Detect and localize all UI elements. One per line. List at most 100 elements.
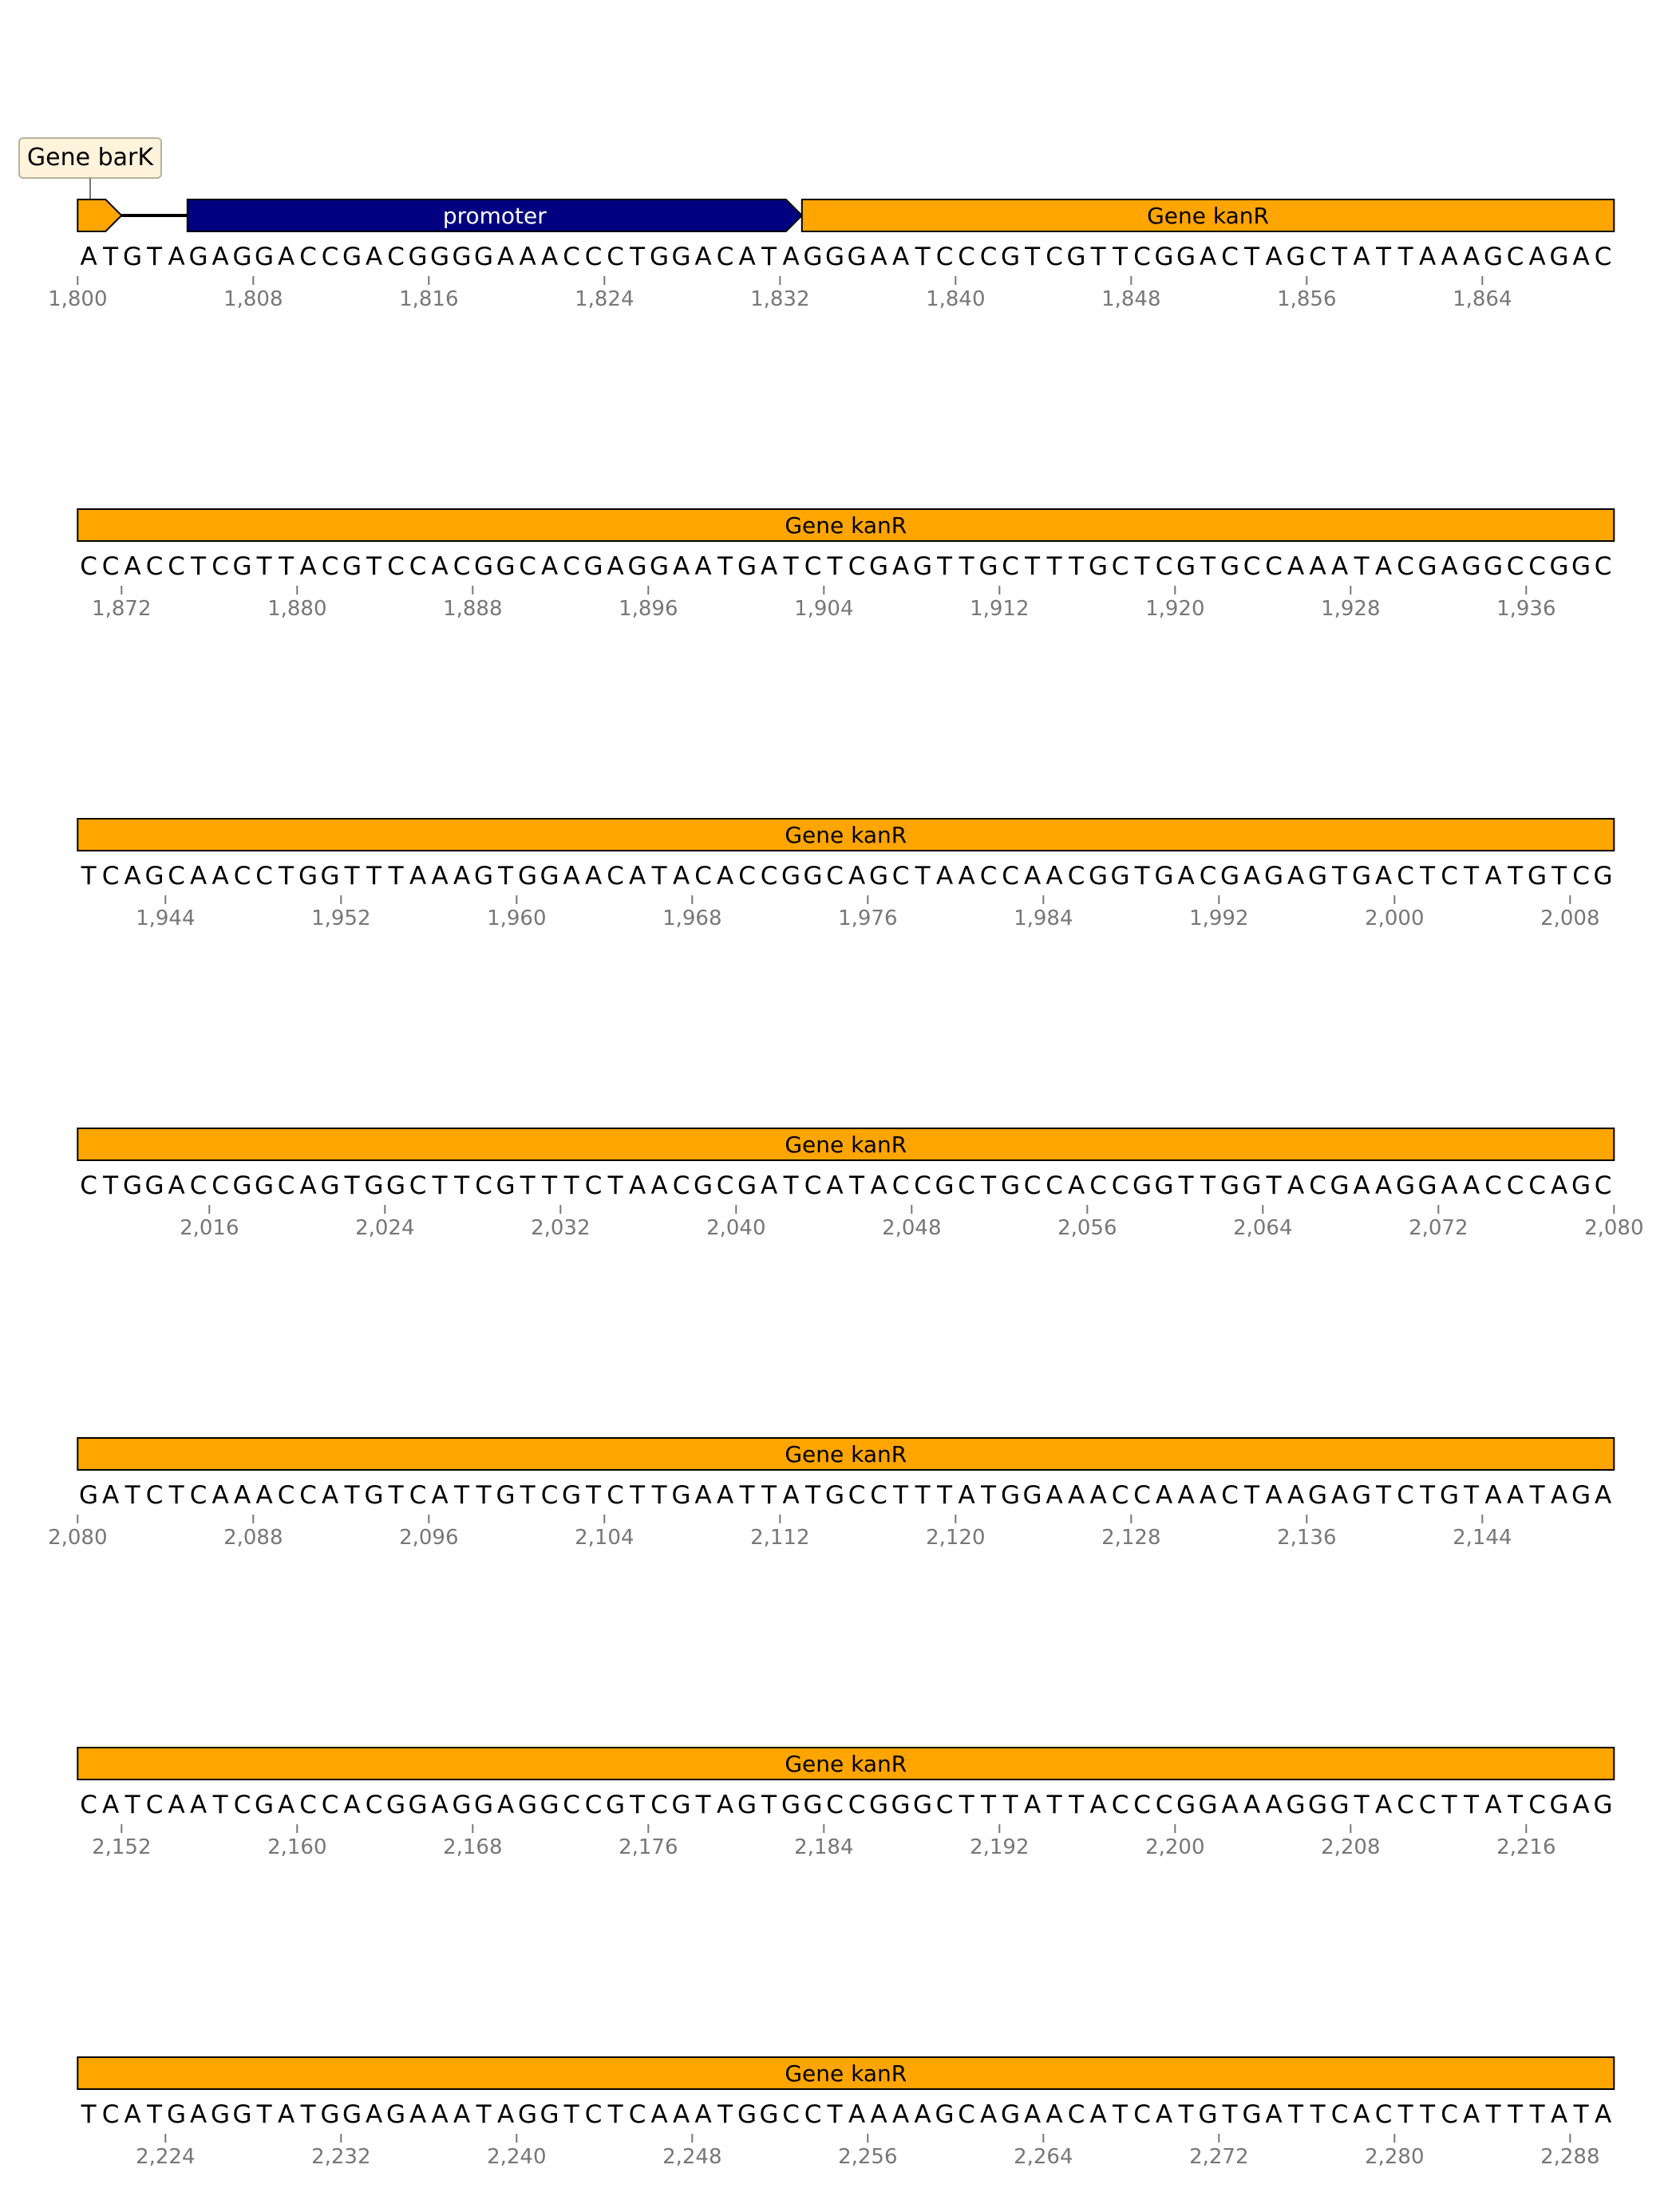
base: A [102,1481,119,1510]
base: C [278,1481,295,1510]
base: A [1441,1171,1457,1200]
base: C [519,552,536,581]
sequence-text: TCATGAGGTATGGAGAAATAGGTCTCAAATGGCCTAAAAG… [81,2100,1612,2129]
base: T [980,1171,997,1200]
base: A [234,1481,251,1510]
sequence-row: Gene kanRG A T C T C A A A C C A T G T C A T T G T C G T C T T G A A T… [48,1438,1614,1550]
base: C [387,552,405,581]
gene-bark-callout[interactable]: Gene barK [19,138,161,205]
base: G [869,862,888,891]
base: C [1221,1481,1239,1510]
base: T [190,552,207,581]
base: A [1089,1791,1106,1819]
tick-label: 2,000 [1365,907,1424,930]
base: A [299,552,316,581]
base: A [673,2100,690,2129]
tick-label: 2,040 [706,1216,765,1240]
base: T [980,1791,997,1819]
base: A [1463,1171,1480,1200]
base: G [386,1171,405,1200]
base: T [432,1171,449,1200]
base: C [255,862,273,891]
base: C [585,1791,603,1819]
base: C [1112,1481,1129,1510]
base: A [1156,2100,1172,2129]
base: G [1571,1481,1591,1510]
base: C [563,1791,580,1819]
tick-label: 1,800 [48,287,107,311]
base: G [737,1791,757,1819]
base: A [124,552,140,581]
base: T [695,1791,712,1819]
base: G [474,243,493,271]
base: T [717,2100,733,2129]
base: G [189,243,208,271]
base: C [563,552,580,581]
feature-label: Gene kanR [785,512,907,539]
base: T [520,1171,536,1200]
base: T [1310,2100,1326,2129]
base: A [1353,2100,1370,2129]
tick-label: 2,120 [926,1526,985,1550]
base: A [1551,1481,1567,1510]
base: G [1418,552,1437,581]
gene-feature[interactable] [77,199,121,231]
base: A [1265,243,1282,271]
base: A [519,243,536,271]
base: T [761,243,777,271]
base: T [717,552,733,581]
feature-label: Gene kanR [785,2060,907,2087]
base: A [1353,243,1370,271]
base: A [124,862,140,891]
base: T [629,1791,646,1819]
tick-label: 2,208 [1321,1835,1380,1859]
base: G [79,1481,98,1510]
base: A [168,243,184,271]
base: T [278,862,294,891]
base: C [168,552,185,581]
base: C [1112,1171,1129,1200]
base: G [1001,243,1020,271]
base: G [979,552,998,581]
base: C [409,1171,427,1200]
base: G [1155,243,1174,271]
base: T [1243,1481,1260,1510]
tick-label: 2,056 [1057,1216,1117,1240]
base: A [914,2100,931,2129]
base: A [1484,1791,1501,1819]
base: T [81,862,97,891]
base: A [1200,1481,1216,1510]
base: T [476,1481,492,1510]
base: G [453,243,472,271]
base: A [563,862,579,891]
base: A [190,2100,207,2129]
tick-label: 2,088 [223,1526,283,1550]
tick-label: 1,864 [1453,287,1512,311]
base: T [936,552,953,581]
feature-label: Gene kanR [1147,203,1269,229]
base: T [915,1481,931,1510]
base: T [1331,862,1348,891]
base: C [1156,1791,1173,1819]
base: C [980,862,998,891]
base: C [1200,862,1217,891]
base: G [1571,552,1591,581]
base: T [783,1171,800,1200]
tick-label: 2,080 [48,1526,107,1550]
tick-label: 2,024 [355,1216,414,1240]
tick-label: 1,992 [1189,907,1248,930]
base: A [1353,1171,1370,1200]
base: G [1308,1791,1327,1819]
tick-label: 1,872 [92,597,151,621]
base: G [167,2100,186,2129]
base: A [1551,2100,1567,2129]
base: T [1178,1171,1195,1200]
base: G [298,862,318,891]
base: C [694,862,712,891]
base: T [256,2100,273,2129]
base: A [1024,1791,1041,1819]
base: G [1176,1791,1196,1819]
base: G [1484,243,1503,271]
sequence-row: Gene kanRT C A G C A A C C T G G T T T A A A G T G G A A C A T A C A C… [77,819,1614,930]
